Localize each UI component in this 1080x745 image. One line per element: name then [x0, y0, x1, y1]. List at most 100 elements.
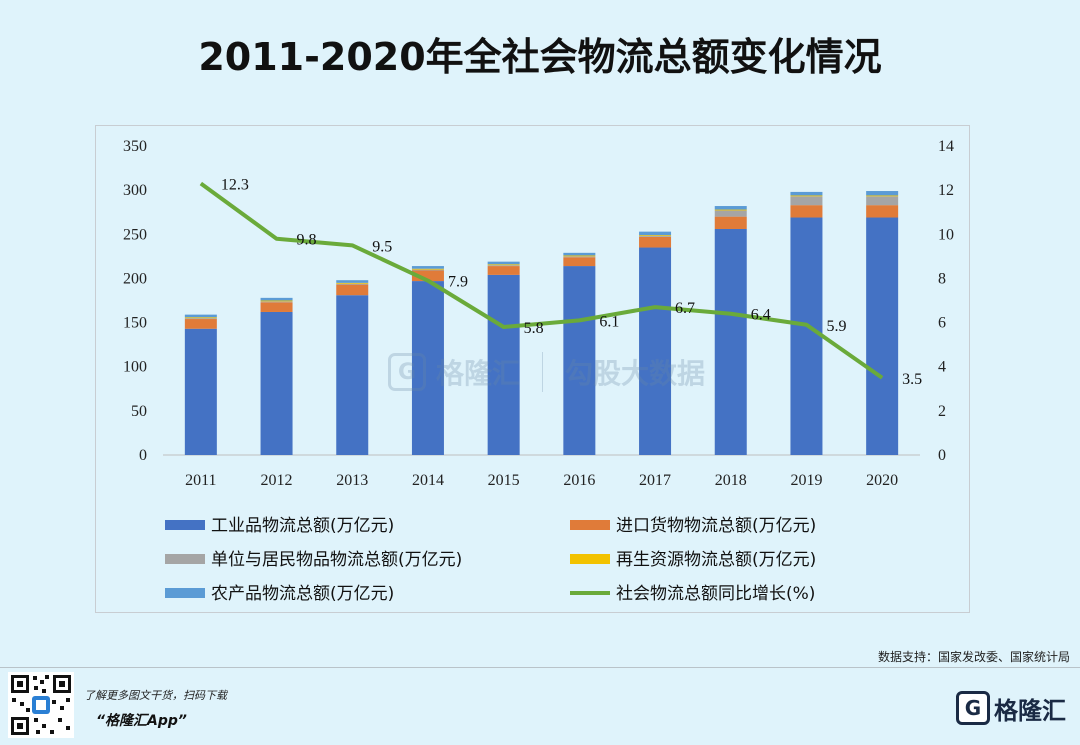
brand-g-icon: G: [956, 691, 990, 725]
bar-segment: [563, 266, 596, 455]
data-label: 5.8: [524, 320, 544, 337]
bar-segment: [639, 231, 672, 236]
bar-segment: [790, 196, 823, 206]
bar-segment: [790, 191, 823, 196]
promo-app-name: “格隆汇App”: [96, 713, 187, 729]
x-tick-label: 2014: [412, 472, 444, 489]
y2-tick-label: 4: [938, 359, 946, 376]
bar-segment: [790, 205, 823, 218]
data-source: 数据支持：国家发改委、国家统计局: [877, 650, 1070, 664]
y2-tick-label: 2: [938, 403, 946, 420]
bar-segment: [790, 195, 823, 197]
bar-segment: [184, 317, 217, 319]
bar-segment: [866, 196, 899, 206]
legend-label: 单位与居民物品物流总额(万亿元): [211, 550, 462, 570]
bar-segment: [714, 228, 747, 455]
y-tick-label: 250: [123, 226, 147, 243]
chart-area: [95, 125, 970, 613]
bar-segment: [336, 295, 369, 455]
bar-segment: [411, 266, 444, 269]
bar-segment: [714, 206, 747, 210]
bar-segment: [487, 265, 520, 267]
legend-label: 社会物流总额同比增长(%): [616, 584, 815, 604]
y-tick-label: 50: [131, 403, 147, 420]
y-tick-label: 300: [123, 182, 147, 199]
x-tick-label: 2016: [563, 472, 595, 489]
bar-segment: [260, 311, 293, 455]
bar-segment: [563, 252, 596, 256]
bar-segment: [866, 191, 899, 196]
data-label: 5.9: [826, 318, 846, 335]
bar-segment: [487, 274, 520, 455]
legend-swatch: [570, 520, 610, 530]
legend-label: 再生资源物流总额(万亿元): [616, 550, 816, 570]
bar-segment: [336, 280, 369, 283]
y2-tick-label: 14: [938, 138, 954, 155]
bar-segment: [184, 319, 217, 329]
legend-label: 农产品物流总额(万亿元): [211, 584, 394, 604]
legend-swatch: [570, 554, 610, 564]
x-tick-label: 2012: [261, 472, 293, 489]
bar-segment: [184, 318, 217, 320]
bar-segment: [487, 261, 520, 265]
bar-segment: [487, 264, 520, 266]
x-tick-label: 2019: [790, 472, 822, 489]
bar-segment: [714, 216, 747, 229]
y-tick-label: 150: [123, 315, 147, 332]
x-tick-label: 2015: [488, 472, 520, 489]
bar-segment: [411, 268, 444, 270]
y-tick-label: 100: [123, 359, 147, 376]
data-label: 12.3: [221, 177, 249, 194]
legend-label: 工业品物流总额(万亿元): [211, 516, 394, 536]
bar-segment: [184, 314, 217, 318]
bar-segment: [639, 235, 672, 237]
data-label: 3.5: [902, 371, 922, 388]
y2-tick-label: 0: [938, 447, 946, 464]
x-tick-label: 2013: [336, 472, 368, 489]
bar-segment: [714, 210, 747, 217]
growth-line: [199, 181, 884, 380]
bar-segment: [639, 247, 672, 455]
bar-segment: [184, 328, 217, 455]
y2-tick-label: 10: [938, 226, 954, 243]
y-tick-label: 0: [139, 447, 147, 464]
data-label: 6.4: [751, 307, 771, 324]
bar-segment: [866, 217, 899, 455]
bar-segment: [411, 269, 444, 271]
brand-name: 格隆汇: [994, 696, 1066, 725]
bar-segment: [336, 283, 369, 285]
bar-segment: [866, 195, 899, 197]
legend-label: 进口货物物流总额(万亿元): [616, 516, 816, 536]
y2-tick-label: 8: [938, 270, 946, 287]
bar-segment: [336, 282, 369, 284]
chart-title: 2011-2020年全社会物流总额变化情况: [198, 35, 882, 79]
bar-segment: [563, 255, 596, 257]
bar-segment: [260, 302, 293, 312]
bar-segment: [714, 209, 747, 211]
bar-segment: [563, 256, 596, 258]
brand-logo: G 格隆汇: [956, 688, 1066, 728]
y-tick-label: 350: [123, 138, 147, 155]
data-label: 7.9: [448, 274, 468, 291]
bar-segment: [260, 297, 293, 301]
bar-segment: [260, 300, 293, 302]
bar-segment: [639, 236, 672, 248]
bar-segment: [563, 257, 596, 267]
data-label: 6.1: [599, 313, 619, 330]
legend-swatch: [165, 554, 205, 564]
qr-code-icon: [8, 672, 74, 738]
data-label: 9.8: [297, 232, 317, 249]
footer-divider: [0, 667, 1080, 668]
bar-segment: [336, 284, 369, 296]
bar-segment: [411, 281, 444, 455]
y-tick-label: 200: [123, 270, 147, 287]
legend-swatch: [165, 520, 205, 530]
bar-segment: [411, 270, 444, 282]
x-tick-label: 2017: [639, 472, 671, 489]
bar-segment: [639, 236, 672, 237]
y2-tick-label: 12: [938, 182, 954, 199]
data-label: 6.7: [675, 300, 695, 317]
data-label: 9.5: [372, 238, 392, 255]
bar-segment: [260, 301, 293, 303]
